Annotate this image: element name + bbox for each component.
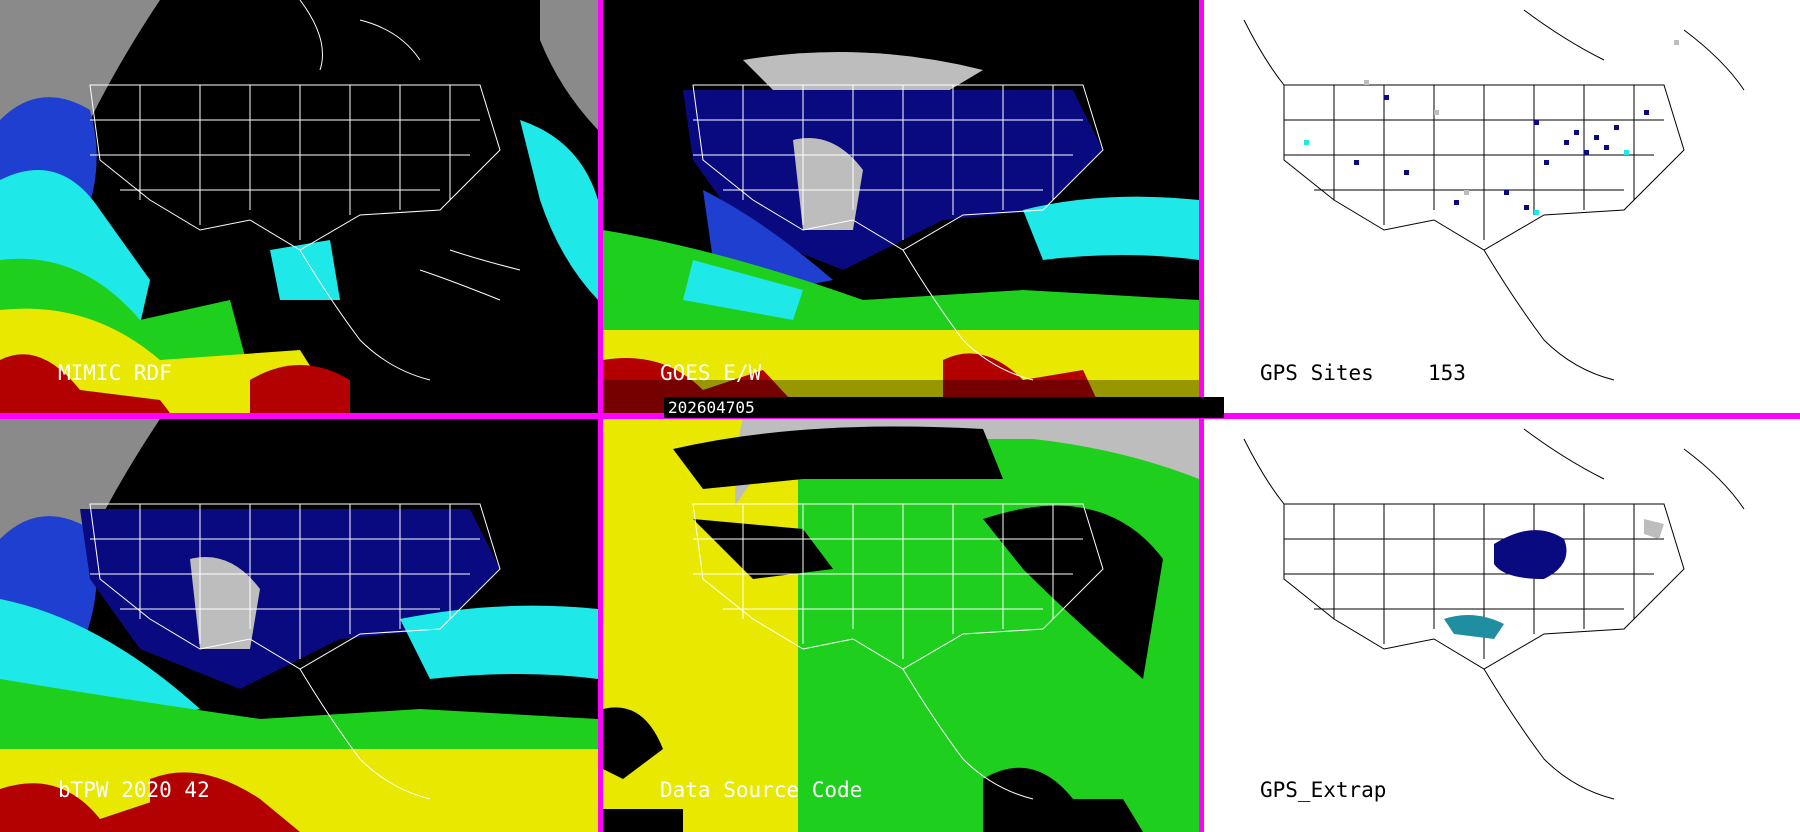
panel-mimic-rdf: MIMIC RDF — [0, 0, 598, 413]
panel-btpw: bTPW 2020 42 — [0, 419, 598, 832]
gps-sites-map — [1243, 9, 1745, 381]
goes-ew-map — [603, 52, 1199, 413]
gps-sites-count: 153 — [1428, 361, 1466, 385]
panel-label-gps-sites: GPS Sites — [1260, 361, 1374, 385]
timestamp-label: 202604705 — [664, 397, 1224, 418]
extrap-region-north — [1494, 530, 1567, 579]
panel-gps-sites: GPS Sites 153 — [1204, 0, 1800, 413]
panel-label-gps-extrap: GPS_Extrap — [1260, 778, 1387, 802]
panel-gps-extrap: GPS_Extrap — [1204, 419, 1800, 832]
panel-label-btpw: bTPW 2020 42 — [58, 778, 210, 802]
btpw-map — [0, 419, 598, 832]
panel-data-source-code: Data Source Code — [603, 419, 1199, 832]
panel-label-mimic-rdf: MIMIC RDF — [58, 361, 172, 385]
mimic-rdf-map — [0, 0, 598, 413]
panel-label-goes-ew: GOES E/W — [660, 361, 762, 385]
panel-label-data-source-code: Data Source Code — [660, 778, 863, 802]
gps-extrap-map — [1243, 428, 1745, 800]
panel-goes-ew: GOES E/W — [603, 0, 1199, 413]
extrap-region-south — [1444, 615, 1504, 639]
gps-site-markers — [1354, 95, 1649, 210]
data-source-map — [603, 419, 1199, 832]
